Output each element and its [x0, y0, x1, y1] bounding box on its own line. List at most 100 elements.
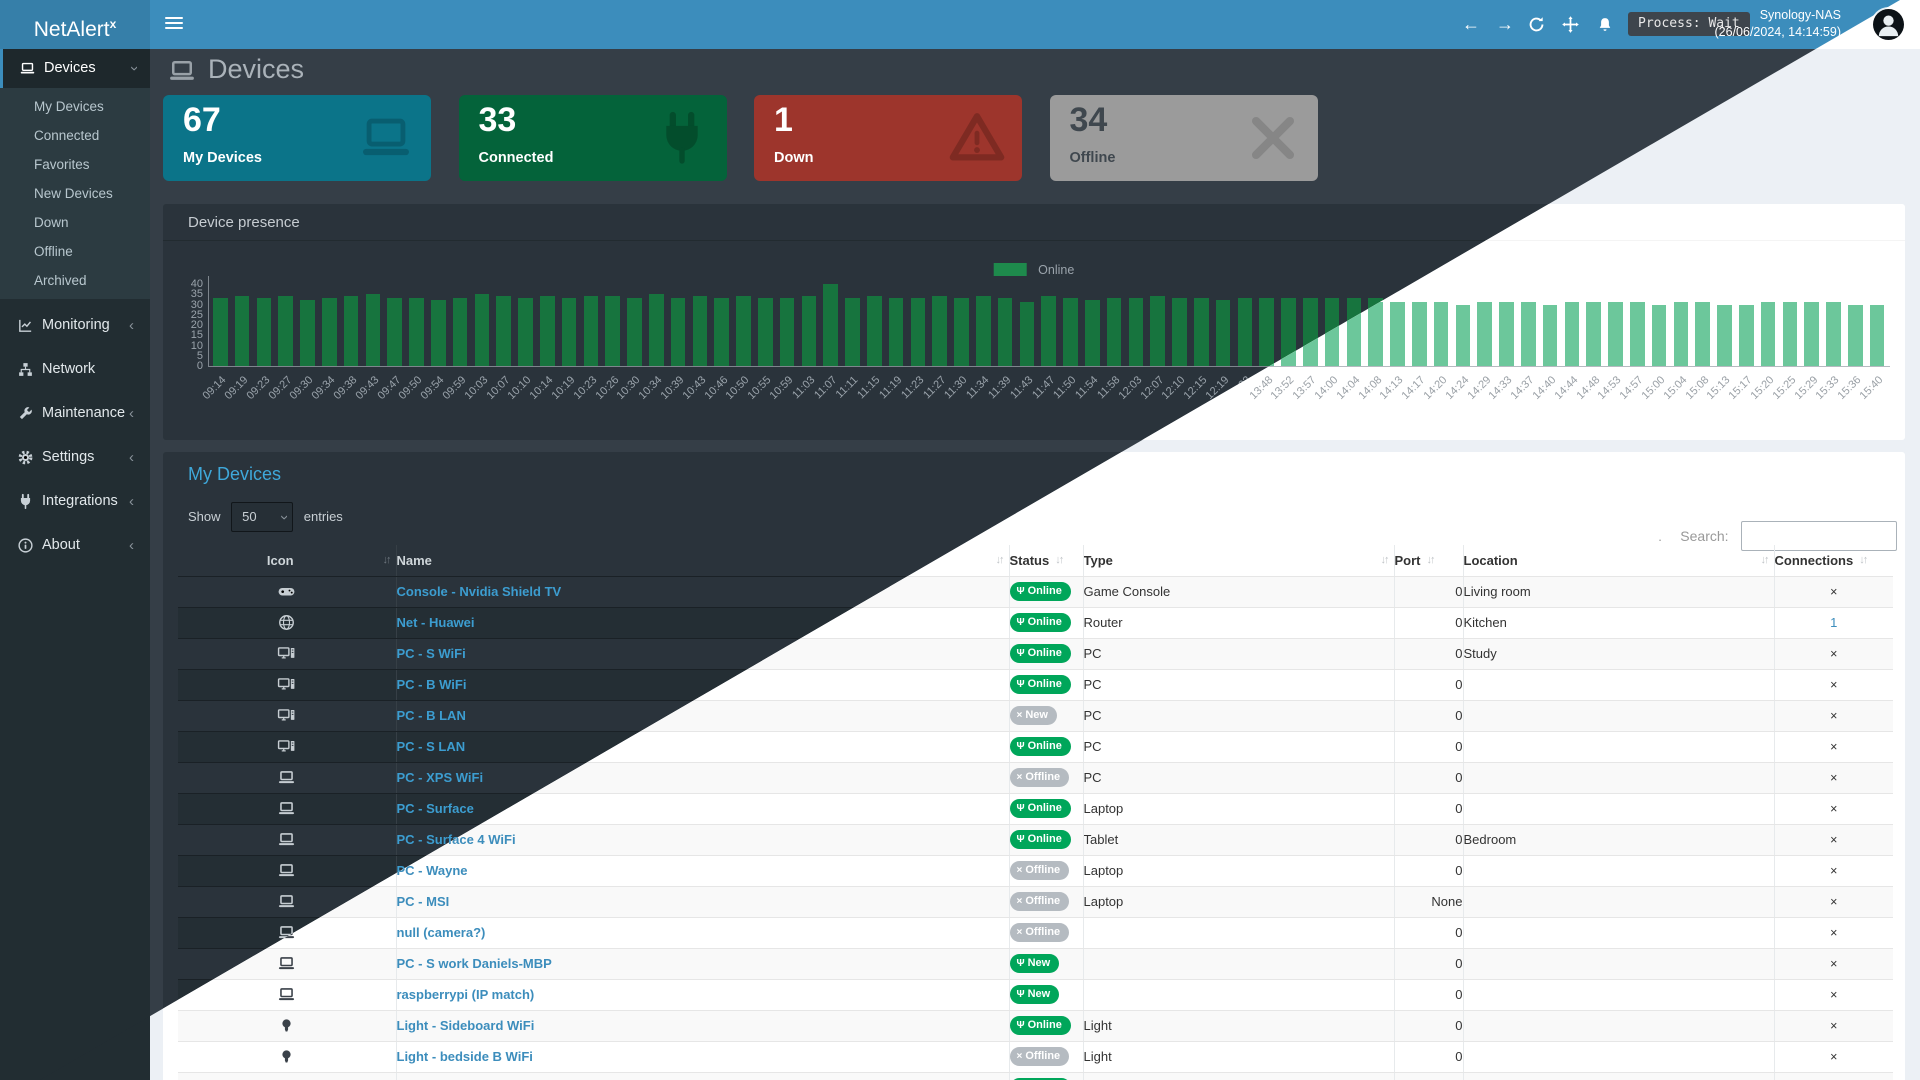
sidebar-subitem-new-devices[interactable]: New Devices	[34, 186, 113, 201]
sidebar-item-about[interactable]: About ‹	[0, 524, 150, 568]
device-port-cell: 0	[1394, 700, 1464, 732]
chart-icon	[17, 317, 34, 334]
card-down[interactable]: 1 Down	[754, 95, 1022, 181]
device-name-link[interactable]: PC - Wayne	[396, 863, 468, 878]
device-name-link[interactable]: Net - Huawei	[396, 615, 475, 630]
status-label: Online	[1027, 1019, 1062, 1031]
chart-bar	[387, 298, 402, 366]
device-name-link[interactable]: raspberrypi (IP match)	[396, 987, 535, 1002]
device-name-link[interactable]: Light - Sideboard WiFi	[396, 1018, 535, 1033]
device-name-cell: PC - Wayne	[396, 855, 1010, 887]
device-port-cell: None	[1394, 886, 1464, 918]
sidebar-item-integrations[interactable]: Integrations ‹	[0, 480, 150, 524]
status-label: Online	[1027, 616, 1062, 628]
y-axis-tick: 5	[196, 349, 203, 362]
column-header-location[interactable]: Location ↓↑	[1463, 545, 1775, 577]
sort-icon: ↓↑	[1055, 554, 1064, 567]
device-name-cell: Light - Sideboard WiFi	[396, 1010, 1010, 1042]
laptop-icon	[277, 861, 296, 880]
sidebar-item-label: Monitoring	[42, 317, 110, 333]
nav-forward-icon[interactable]: →	[1496, 14, 1514, 34]
column-header-type[interactable]: Type ↓↑	[1083, 545, 1395, 577]
column-header-icon[interactable]: Icon ↓↑	[178, 545, 397, 577]
sidebar-toggle-icon[interactable]	[165, 17, 183, 31]
sidebar-item-monitoring[interactable]: Monitoring ‹	[0, 304, 150, 348]
chart-bar	[1085, 300, 1100, 366]
sidebar-item-devices[interactable]: Devices ‹	[0, 49, 150, 88]
device-type-cell: PC	[1083, 700, 1395, 732]
y-axis-line	[208, 276, 209, 367]
chart-bar	[888, 298, 904, 366]
device-name-link[interactable]: PC - S WiFi	[396, 646, 466, 661]
device-name-link[interactable]: PC - S work Daniels-MBP	[396, 956, 552, 971]
device-name-link[interactable]: PC - B LAN	[396, 708, 466, 723]
device-name-link[interactable]: Light - bedside B WiFi	[396, 1049, 533, 1064]
chart-bar	[1368, 302, 1383, 366]
card-connected[interactable]: 33 Connected	[458, 95, 727, 181]
column-header-name[interactable]: Name ↓↑	[396, 545, 1010, 577]
connections-count-link[interactable]: 1	[1830, 615, 1838, 630]
card-offline[interactable]: 34 Offline	[1049, 95, 1318, 181]
app-logo[interactable]: NetAlertx	[0, 0, 150, 49]
host-name: Synology-NAS	[1759, 8, 1841, 22]
chart-bar	[409, 298, 424, 366]
sidebar-item-settings[interactable]: Settings ‹	[0, 436, 150, 480]
chevron-left-icon: ‹	[129, 537, 134, 554]
column-header-connections[interactable]: Connections ↓↑	[1774, 545, 1893, 577]
sidebar-item-maintenance[interactable]: Maintenance‹	[0, 392, 150, 436]
move-icon[interactable]	[1561, 15, 1580, 34]
device-type-cell: Router	[1083, 607, 1395, 639]
device-name-link[interactable]: PC - B WiFi	[396, 677, 467, 692]
device-type-cell: PC	[1083, 762, 1395, 794]
device-status-cell: ×Offline	[1009, 1041, 1084, 1073]
device-port-cell: 0	[1394, 948, 1464, 980]
laptop-icon	[357, 109, 415, 167]
column-header-status[interactable]: Status ↓↑	[1009, 545, 1084, 577]
refresh-icon[interactable]	[1527, 15, 1546, 34]
device-name-link[interactable]: null (camera?)	[396, 925, 486, 940]
sidebar-subitem-down[interactable]: Down	[34, 215, 69, 230]
host-info: Synology-NAS (26/06/2024, 14:14:59)	[1715, 7, 1842, 41]
avatar[interactable]	[1873, 9, 1904, 40]
status-badge: ×Offline	[1009, 892, 1070, 911]
nav-back-icon[interactable]: ←	[1462, 14, 1480, 34]
bell-icon[interactable]	[1596, 15, 1614, 34]
sidebar-subitem-my-devices[interactable]: My Devices	[34, 99, 104, 114]
chevron-down-icon: ‹	[275, 515, 293, 520]
device-connections-cell: 1	[1774, 607, 1893, 639]
chart-bar	[496, 296, 511, 366]
device-name-cell: null (camera?)	[396, 917, 1010, 949]
entries-label: entries	[303, 509, 343, 524]
desktop-icon	[277, 675, 296, 694]
device-connections-cell: ×	[1774, 762, 1893, 794]
chart-bar	[1215, 300, 1231, 366]
sidebar-subitem-archived[interactable]: Archived	[34, 273, 87, 288]
sidebar-subitem-connected[interactable]: Connected	[34, 128, 100, 143]
device-icon-cell	[178, 1072, 397, 1080]
sidebar-subitem-favorites[interactable]: Favorites	[34, 157, 90, 172]
device-name-link[interactable]: PC - Surface	[396, 801, 474, 816]
laptop-icon	[277, 768, 296, 787]
sidebar-item-network[interactable]: Network	[0, 348, 150, 392]
device-name-link[interactable]: PC - MSI	[396, 894, 450, 909]
device-name-link[interactable]: PC - XPS WiFi	[396, 770, 484, 785]
card-my-devices[interactable]: 67 My Devices	[163, 95, 431, 181]
status-label: Offline	[1025, 926, 1061, 938]
plug-glyph-icon: Ψ	[1016, 803, 1025, 814]
chart-bar	[997, 298, 1013, 366]
page-size-select[interactable]: 50 ‹	[231, 502, 294, 532]
sidebar-subitem-offline[interactable]: Offline	[34, 244, 73, 259]
no-connections-x-icon: ×	[1830, 678, 1838, 692]
sidebar-item-label: Integrations	[42, 493, 118, 509]
chart-bar	[1128, 298, 1144, 366]
device-name-link[interactable]: PC - S LAN	[396, 739, 466, 754]
chart-bar	[452, 298, 468, 366]
column-header-port[interactable]: Port ↓↑	[1394, 545, 1464, 577]
laptop-icon	[277, 985, 296, 1004]
device-name-link[interactable]: Console - Nvidia Shield TV	[396, 584, 562, 599]
